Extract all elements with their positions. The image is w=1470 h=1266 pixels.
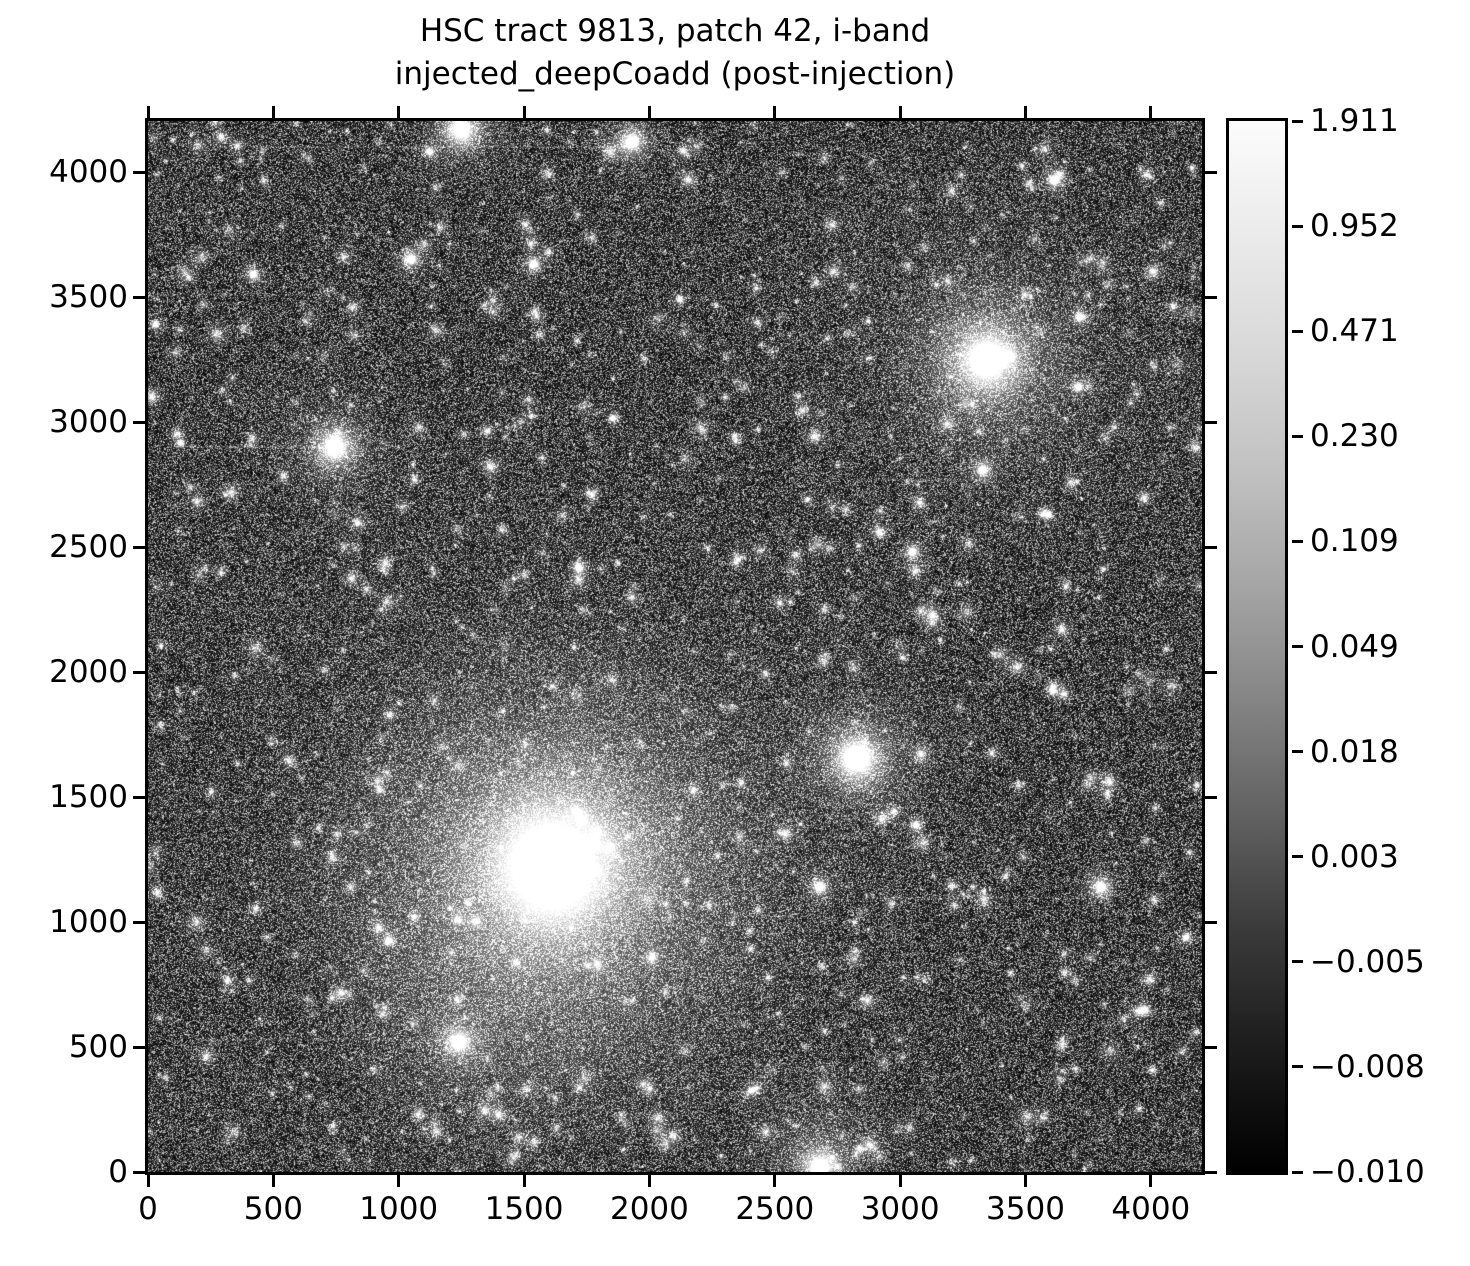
plot-title-line2: injected_deepCoadd (post-injection) xyxy=(394,56,956,92)
x-tick-bottom xyxy=(1023,1175,1027,1187)
colorbar-tick-label: −0.008 xyxy=(1310,1048,1425,1085)
x-tick-top xyxy=(1023,106,1027,118)
x-tick-label: 0 xyxy=(138,1191,158,1227)
plot-title: HSC tract 9813, patch 42, i-band injecte… xyxy=(145,10,1205,96)
x-tick-label: 3500 xyxy=(986,1191,1065,1227)
y-tick-label: 0 xyxy=(108,1154,128,1190)
y-tick-left xyxy=(133,670,145,674)
colorbar-tick xyxy=(1292,750,1303,754)
y-tick-label: 2000 xyxy=(49,654,128,690)
colorbar-tick-label: 0.049 xyxy=(1310,628,1399,665)
x-tick-top xyxy=(397,106,401,118)
y-tick-right xyxy=(1205,420,1217,424)
x-tick-top xyxy=(773,106,777,118)
colorbar-tick xyxy=(1292,224,1303,228)
colorbar-tick-label: 1.911 xyxy=(1310,103,1399,139)
y-tick-left xyxy=(133,795,145,799)
x-tick-top xyxy=(271,106,275,118)
y-tick-left xyxy=(133,1170,145,1174)
colorbar-tick-label: 0.230 xyxy=(1310,418,1399,455)
x-tick-label: 1500 xyxy=(484,1191,564,1227)
colorbar-tick-label: 0.952 xyxy=(1310,208,1399,245)
y-tick-right xyxy=(1205,170,1217,174)
x-tick-label: 4000 xyxy=(1111,1191,1191,1227)
x-tick-label: 500 xyxy=(243,1191,303,1227)
colorbar-tick xyxy=(1292,855,1303,859)
x-tick-top xyxy=(522,106,526,118)
y-tick-right xyxy=(1205,920,1217,924)
colorbar-tick xyxy=(1292,1170,1303,1174)
x-tick-top xyxy=(898,106,902,118)
x-tick-label: 3000 xyxy=(860,1191,940,1227)
x-tick-bottom xyxy=(647,1175,651,1187)
colorbar-tick-label: 0.003 xyxy=(1310,838,1399,875)
colorbar-tick xyxy=(1292,960,1303,964)
y-tick-label: 1500 xyxy=(49,779,128,815)
colorbar-tick-label: 0.109 xyxy=(1310,523,1399,560)
colorbar-tick xyxy=(1292,434,1303,438)
x-tick-bottom xyxy=(1149,1175,1153,1187)
colorbar-tick xyxy=(1292,645,1303,648)
y-tick-label: 1000 xyxy=(49,904,128,940)
y-tick-right xyxy=(1205,1170,1217,1174)
y-tick-left xyxy=(133,920,145,924)
y-tick-label: 2500 xyxy=(49,529,128,565)
x-tick-bottom xyxy=(522,1175,526,1187)
x-tick-bottom xyxy=(773,1175,777,1187)
x-tick-label: 2500 xyxy=(735,1191,815,1227)
plot-area xyxy=(145,118,1205,1175)
y-tick-right xyxy=(1205,795,1217,799)
x-tick-label: 2000 xyxy=(609,1191,689,1227)
plot-title-line1: HSC tract 9813, patch 42, i-band xyxy=(419,13,931,49)
x-tick-bottom xyxy=(898,1175,902,1187)
y-tick-right xyxy=(1205,295,1217,299)
colorbar-tick-label: −0.005 xyxy=(1310,943,1425,980)
colorbar-tick xyxy=(1292,1065,1303,1069)
y-tick-left xyxy=(133,295,145,299)
y-tick-left xyxy=(133,1045,145,1049)
colorbar-tick-label: 0.018 xyxy=(1310,733,1399,770)
colorbar-tick xyxy=(1292,119,1303,123)
x-tick-top xyxy=(1149,106,1153,118)
x-tick-bottom xyxy=(271,1175,275,1187)
y-tick-label: 4000 xyxy=(49,154,128,190)
y-tick-left xyxy=(133,170,145,174)
colorbar-gradient xyxy=(1229,121,1285,1172)
x-tick-bottom xyxy=(397,1175,401,1187)
y-tick-label: 3500 xyxy=(49,279,128,315)
colorbar xyxy=(1226,118,1288,1175)
y-tick-left xyxy=(133,420,145,424)
y-tick-right xyxy=(1205,1045,1217,1049)
colorbar-tick xyxy=(1292,539,1303,543)
y-tick-label: 500 xyxy=(68,1029,128,1065)
sky-image-canvas xyxy=(148,121,1202,1172)
x-tick-top xyxy=(146,106,150,118)
x-tick-top xyxy=(647,106,651,118)
y-tick-left xyxy=(133,545,145,549)
colorbar-tick xyxy=(1292,329,1303,333)
y-tick-right xyxy=(1205,545,1217,549)
y-tick-right xyxy=(1205,670,1217,674)
colorbar-tick-label: −0.010 xyxy=(1310,1154,1425,1190)
colorbar-tick-label: 0.471 xyxy=(1310,313,1399,350)
x-tick-label: 1000 xyxy=(359,1191,439,1227)
x-tick-bottom xyxy=(146,1175,150,1187)
y-tick-label: 3000 xyxy=(49,404,128,440)
